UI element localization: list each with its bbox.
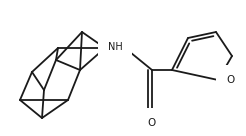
Text: O: O [226,75,234,85]
Text: O: O [148,118,156,128]
Text: NH: NH [108,42,123,52]
